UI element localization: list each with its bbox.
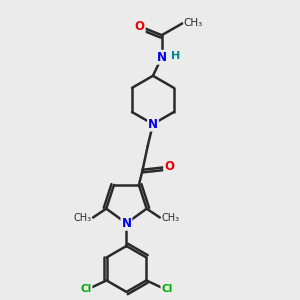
Text: N: N — [148, 118, 158, 130]
Text: Cl: Cl — [80, 284, 92, 294]
Text: O: O — [164, 160, 174, 173]
Text: N: N — [157, 51, 167, 64]
Text: Cl: Cl — [161, 284, 172, 294]
Text: CH₃: CH₃ — [184, 18, 203, 28]
Text: CH₃: CH₃ — [74, 212, 92, 223]
Text: H: H — [171, 51, 181, 61]
Text: N: N — [122, 217, 131, 230]
Text: CH₃: CH₃ — [161, 212, 179, 223]
Text: O: O — [135, 20, 145, 33]
